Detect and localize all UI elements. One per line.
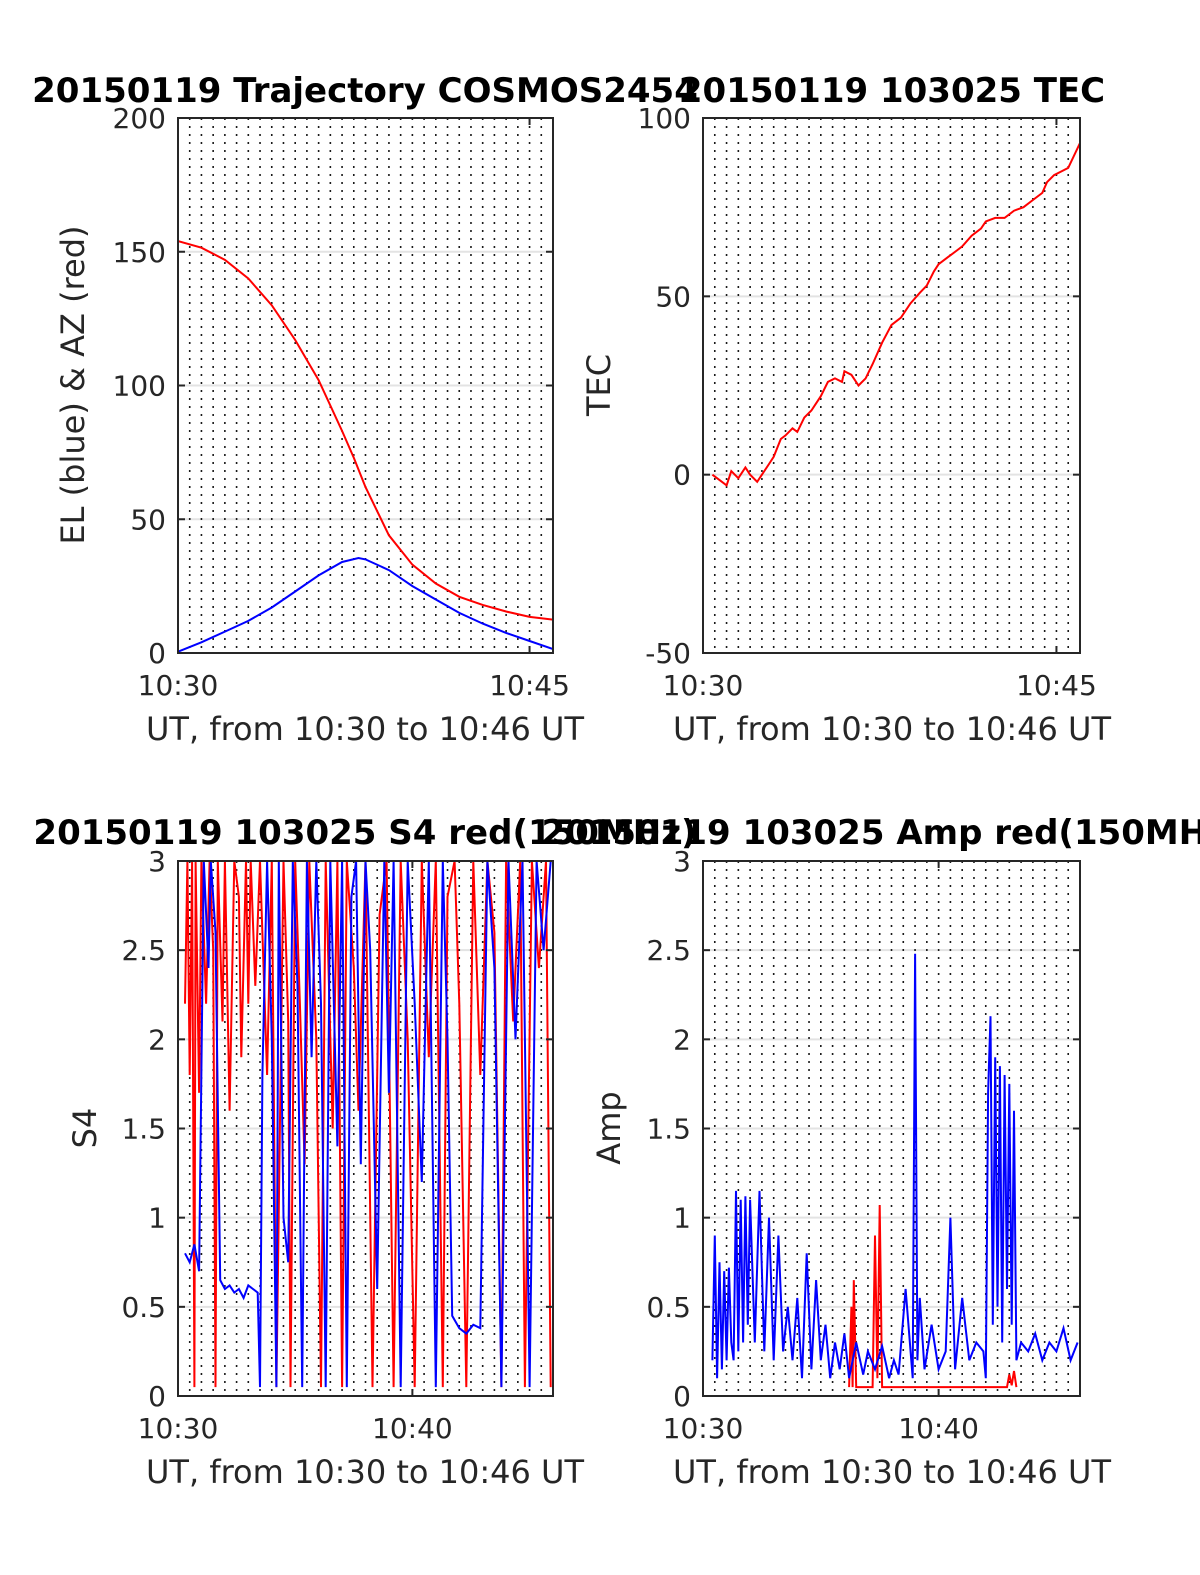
x-tick-label: 10:40 <box>372 1412 453 1445</box>
x-tick-label: 10:45 <box>489 669 570 702</box>
x-axis-label-s4: UT, from 10:30 to 10:46 UT <box>146 1453 584 1491</box>
series-line-1 <box>184 861 552 1388</box>
x-tick-label: 10:30 <box>138 1412 219 1445</box>
chart-title-trajectory: 20150119 Trajectory COSMOS2454 <box>32 71 698 111</box>
y-tick-label: 2 <box>148 1023 166 1056</box>
y-tick-label: 2.5 <box>646 934 691 967</box>
series-line-1 <box>711 953 1079 1379</box>
y-tick-label: 150 <box>113 236 166 269</box>
x-tick-label: 10:30 <box>138 669 219 702</box>
y-tick-label: 1 <box>148 1202 166 1235</box>
y-tick-label: 50 <box>655 280 691 313</box>
y-tick-label: 3 <box>148 845 166 878</box>
series-line-0 <box>178 240 553 621</box>
y-tick-label: 1.5 <box>121 1113 166 1146</box>
y-tick-label: 2.5 <box>121 934 166 967</box>
y-tick-label: -50 <box>645 637 691 670</box>
series-line-0 <box>848 1205 1018 1389</box>
x-tick-label: 10:40 <box>898 1412 979 1445</box>
y-tick-label: 0 <box>673 459 691 492</box>
series-line-0 <box>184 861 552 1388</box>
y-tick-label: 50 <box>130 503 166 536</box>
series-line-1 <box>178 556 553 653</box>
y-tick-label: 3 <box>673 845 691 878</box>
chart-amp: 20150119 103025 Amp red(150MHz) UT, from… <box>541 813 1200 1491</box>
y-tick-label: 100 <box>113 370 166 403</box>
chart-tec: 20150119 103025 TEC UT, from 10:30 to 10… <box>580 71 1111 748</box>
series-line-0 <box>711 142 1080 488</box>
chart-s4: 20150119 103025 S4 red(150MHz) UT, from … <box>33 813 696 1491</box>
y-axis-label-s4: S4 <box>66 1108 104 1149</box>
x-tick-label: 10:30 <box>663 669 744 702</box>
y-tick-label: 0.5 <box>646 1291 691 1324</box>
y-tick-label: 1.5 <box>646 1113 691 1146</box>
y-tick-label: 200 <box>113 102 166 135</box>
chart-title-s4: 20150119 103025 S4 red(150MHz) <box>33 813 696 853</box>
y-tick-label: 0 <box>673 1380 691 1413</box>
y-tick-label: 0 <box>148 1380 166 1413</box>
y-axis-label-amp: Amp <box>590 1091 628 1164</box>
y-tick-label: 100 <box>638 102 691 135</box>
x-axis-label-tec: UT, from 10:30 to 10:46 UT <box>673 710 1111 748</box>
x-axis-label-amp: UT, from 10:30 to 10:46 UT <box>673 1453 1111 1491</box>
chart-title-tec: 20150119 103025 TEC <box>679 71 1105 111</box>
y-tick-label: 0.5 <box>121 1291 166 1324</box>
chart-title-amp: 20150119 103025 Amp red(150MHz) <box>541 813 1200 853</box>
x-tick-label: 10:30 <box>663 1412 744 1445</box>
y-tick-label: 0 <box>148 637 166 670</box>
axes-box <box>702 117 1081 654</box>
y-axis-label-tec: TEC <box>580 354 618 417</box>
x-axis-label-trajectory: UT, from 10:30 to 10:46 UT <box>146 710 584 748</box>
chart-trajectory: 20150119 Trajectory COSMOS2454 UT, from … <box>32 71 698 748</box>
y-tick-label: 2 <box>673 1023 691 1056</box>
x-tick-label: 10:45 <box>1016 669 1097 702</box>
y-tick-label: 1 <box>673 1202 691 1235</box>
y-axis-label-trajectory: EL (blue) & AZ (red) <box>54 225 92 544</box>
